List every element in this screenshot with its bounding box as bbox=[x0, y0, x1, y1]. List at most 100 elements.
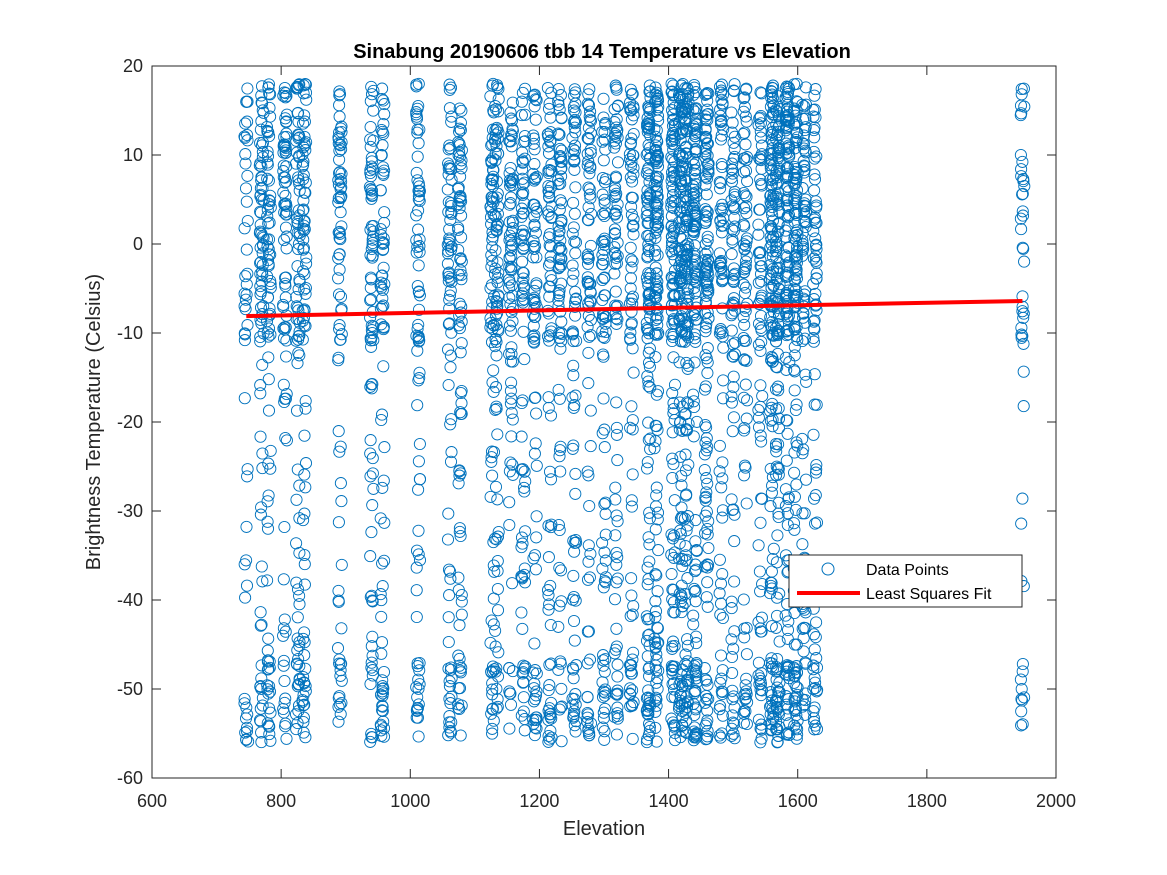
data-point bbox=[649, 261, 662, 274]
data-point bbox=[625, 200, 638, 213]
data-point bbox=[412, 455, 425, 468]
data-point bbox=[543, 465, 557, 478]
data-point bbox=[581, 213, 594, 226]
data-point bbox=[755, 625, 768, 638]
data-point bbox=[332, 584, 345, 597]
data-point bbox=[649, 605, 663, 618]
data-point bbox=[700, 717, 713, 730]
data-point bbox=[454, 158, 467, 171]
data-point bbox=[714, 86, 727, 99]
data-point bbox=[599, 528, 612, 541]
data-point bbox=[740, 621, 753, 634]
data-point bbox=[781, 427, 794, 440]
data-point bbox=[766, 214, 779, 227]
data-point bbox=[555, 244, 568, 257]
data-point bbox=[262, 81, 275, 94]
data-point bbox=[528, 218, 541, 231]
data-point bbox=[700, 674, 713, 687]
data-point bbox=[443, 266, 456, 279]
data-point bbox=[519, 135, 532, 148]
data-point bbox=[239, 726, 252, 739]
data-point bbox=[779, 82, 792, 95]
data-point bbox=[298, 507, 311, 520]
data-point bbox=[292, 677, 305, 691]
data-point bbox=[583, 183, 596, 196]
data-point bbox=[666, 452, 679, 465]
data-point bbox=[790, 436, 803, 449]
data-point bbox=[650, 569, 663, 582]
data-point bbox=[515, 289, 528, 302]
data-point bbox=[566, 699, 579, 712]
data-point bbox=[611, 658, 624, 671]
data-point bbox=[699, 325, 712, 338]
data-point bbox=[528, 291, 541, 304]
data-point bbox=[681, 90, 695, 103]
data-point bbox=[410, 78, 423, 91]
data-point bbox=[650, 291, 663, 304]
data-point bbox=[808, 323, 821, 336]
data-point bbox=[566, 328, 579, 341]
data-point bbox=[290, 537, 303, 550]
data-point bbox=[444, 213, 457, 227]
data-point bbox=[807, 628, 820, 641]
data-point bbox=[597, 712, 610, 725]
data-point bbox=[332, 133, 345, 146]
data-point bbox=[726, 116, 739, 129]
data-point bbox=[796, 700, 809, 713]
data-point bbox=[810, 256, 823, 269]
data-point bbox=[790, 196, 803, 209]
data-point bbox=[583, 277, 596, 291]
data-point bbox=[770, 673, 783, 686]
data-point bbox=[492, 324, 505, 337]
y-tick-label: -20 bbox=[117, 412, 143, 432]
data-point bbox=[728, 535, 741, 548]
data-point bbox=[713, 175, 726, 189]
data-point bbox=[298, 558, 311, 571]
data-point bbox=[608, 593, 622, 606]
data-point bbox=[261, 150, 275, 163]
data-point bbox=[505, 176, 518, 189]
data-point bbox=[240, 721, 254, 734]
data-point bbox=[642, 229, 655, 242]
data-point bbox=[700, 472, 713, 485]
data-point bbox=[445, 110, 458, 123]
data-point bbox=[598, 546, 611, 559]
data-point bbox=[530, 407, 543, 420]
data-point bbox=[254, 619, 267, 632]
data-point bbox=[584, 239, 597, 252]
data-point bbox=[543, 97, 556, 110]
data-point bbox=[366, 669, 379, 682]
data-point bbox=[412, 259, 425, 272]
data-point bbox=[755, 148, 768, 161]
data-point bbox=[280, 732, 293, 745]
data-point bbox=[689, 558, 702, 571]
data-point bbox=[261, 495, 274, 508]
data-point bbox=[788, 169, 801, 182]
data-point bbox=[679, 539, 692, 553]
data-point bbox=[490, 533, 503, 546]
data-point bbox=[754, 736, 767, 749]
data-point bbox=[292, 128, 305, 141]
data-point bbox=[254, 430, 267, 443]
data-point bbox=[700, 352, 713, 365]
data-point bbox=[279, 720, 292, 733]
data-point bbox=[737, 92, 750, 105]
data-point bbox=[782, 146, 795, 159]
data-point bbox=[689, 701, 702, 714]
data-point bbox=[453, 122, 466, 135]
data-point bbox=[780, 121, 793, 135]
data-point bbox=[787, 517, 801, 530]
data-point bbox=[298, 267, 311, 281]
data-point bbox=[701, 724, 714, 738]
data-point bbox=[738, 334, 751, 347]
data-point bbox=[626, 468, 639, 481]
data-point bbox=[542, 205, 555, 218]
data-point bbox=[755, 435, 768, 448]
data-point bbox=[789, 291, 802, 304]
data-point bbox=[807, 315, 820, 328]
data-point bbox=[554, 89, 567, 102]
data-point bbox=[489, 480, 503, 493]
data-point bbox=[278, 395, 291, 409]
data-point bbox=[741, 394, 754, 407]
data-point bbox=[609, 481, 622, 494]
